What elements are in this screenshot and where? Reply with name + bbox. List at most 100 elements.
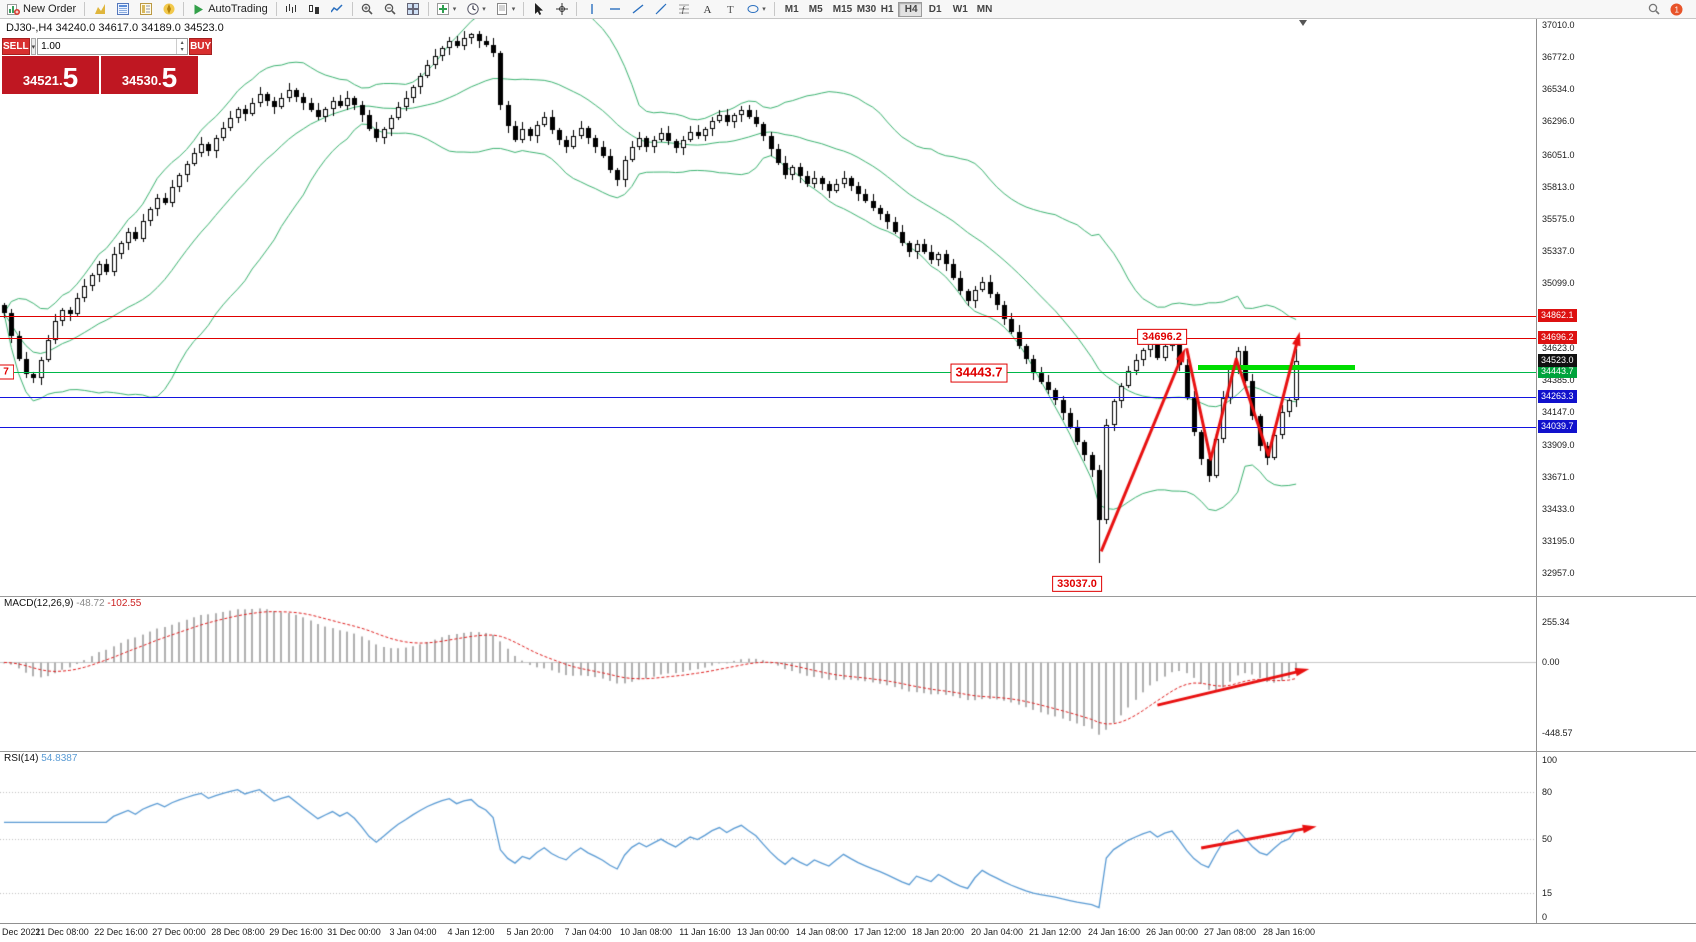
timeframe-m15-button[interactable]: M15 xyxy=(826,2,852,17)
sell-button[interactable]: SELL xyxy=(2,38,30,55)
resistance-line-34862-price-label: 34862.1 xyxy=(1538,309,1577,322)
price-tick-35813: 35813.0 xyxy=(1542,182,1575,192)
fibonacci-button[interactable]: f xyxy=(673,1,694,17)
rsi-tick-0: 0 xyxy=(1542,912,1548,922)
panel-splitter-macd[interactable] xyxy=(0,596,1696,597)
equidistant-channel-button[interactable] xyxy=(650,1,671,17)
horizontal-line-button[interactable] xyxy=(604,1,625,17)
buy-price-main: 34530. xyxy=(121,73,162,88)
time-label: 21 Dec 08:00 xyxy=(35,927,89,937)
zoom-in-button[interactable] xyxy=(357,1,378,17)
cursor-button[interactable] xyxy=(528,1,549,17)
macd-indicator-canvas[interactable] xyxy=(0,596,1536,751)
search-button[interactable] xyxy=(1643,1,1664,17)
panel-splitter-rsi[interactable] xyxy=(0,751,1696,752)
one-click-trading-panel: SELL ▾ ▴▾ BUY 34521.5 34530.5 xyxy=(2,38,213,94)
data-window-button[interactable] xyxy=(135,1,156,17)
timeframe-h1-button[interactable]: H1 xyxy=(874,2,898,17)
annotation-33037[interactable]: 33037.0 xyxy=(1052,575,1102,593)
macd-value-signal: -102.55 xyxy=(107,598,142,609)
resistance-line-34862[interactable] xyxy=(0,316,1536,317)
support-line-34443[interactable] xyxy=(0,372,1536,373)
templates-button[interactable]: ▾ xyxy=(492,1,520,17)
time-label: 31 Dec 00:00 xyxy=(327,927,381,937)
price-tick-33433: 33433.0 xyxy=(1542,504,1575,514)
time-label: Dec 2021 xyxy=(2,927,41,937)
dropdown-arrow-icon: ▾ xyxy=(31,43,36,51)
autotrading-button[interactable]: AutoTrading xyxy=(188,1,272,17)
volume-input[interactable] xyxy=(38,39,177,54)
annotation-34443[interactable]: 34443.7 xyxy=(950,363,1008,383)
new-order-button[interactable]: New Order xyxy=(3,1,80,17)
trade-panel-controls: SELL ▾ ▴▾ BUY xyxy=(2,38,213,55)
new-chart-button[interactable]: ▾ xyxy=(433,1,461,17)
volume-field: ▴▾ xyxy=(37,38,189,55)
tile-windows-button[interactable] xyxy=(403,1,424,17)
time-label: 29 Dec 16:00 xyxy=(269,927,323,937)
crosshair-icon xyxy=(555,3,568,16)
timeframe-h4-button[interactable]: H4 xyxy=(897,1,922,17)
time-label: 20 Jan 04:00 xyxy=(970,927,1024,937)
support-line-34263[interactable] xyxy=(0,397,1536,398)
sell-price[interactable]: 34521. 5 xyxy=(2,56,99,94)
annotation-34696[interactable]: 34696.2 xyxy=(1137,328,1187,346)
annotation-left-partial[interactable]: 7 xyxy=(0,364,14,380)
volume-spinner[interactable]: ▴ ▾ xyxy=(176,39,187,54)
price-tick-34147: 34147.0 xyxy=(1542,407,1575,417)
time-label: 3 Jan 04:00 xyxy=(389,927,437,937)
volume-dropdown-button[interactable]: ▾ xyxy=(30,38,37,55)
rsi-indicator-canvas[interactable] xyxy=(0,751,1536,923)
template-icon xyxy=(496,3,509,16)
support-line-34039[interactable] xyxy=(0,427,1536,428)
bar-chart-mode-button[interactable] xyxy=(281,1,302,17)
timeframe-m1-button[interactable]: M1 xyxy=(778,2,802,17)
resistance-line-34696[interactable] xyxy=(0,338,1536,339)
time-label: 27 Jan 08:00 xyxy=(1203,927,1257,937)
candle-chart-mode-button[interactable] xyxy=(304,1,325,17)
chart-icon xyxy=(93,3,106,16)
shapes-button[interactable]: ▾ xyxy=(742,1,770,17)
crosshair-button[interactable] xyxy=(551,1,572,17)
price-tick-36051: 36051.0 xyxy=(1542,150,1575,160)
buy-button[interactable]: BUY xyxy=(189,38,213,55)
timeframe-mn-button[interactable]: MN xyxy=(970,2,994,17)
shapes-icon xyxy=(746,3,759,16)
market-watch-icon xyxy=(116,3,129,16)
timeframe-m30-button[interactable]: M30 xyxy=(850,2,876,17)
timeframe-w1-button[interactable]: W1 xyxy=(946,2,970,17)
new-order-label: New Order xyxy=(23,3,77,15)
sell-price-main: 34521. xyxy=(22,73,63,88)
navigator-button[interactable] xyxy=(158,1,179,17)
text-label-button[interactable]: T xyxy=(719,1,740,17)
price-axis[interactable]: 37010.0 36772.0 36534.0 36296.0 36051.0 35813… xyxy=(1536,18,1696,923)
community-button[interactable]: 1 xyxy=(1666,1,1691,17)
chart-shift-marker[interactable] xyxy=(1299,20,1307,26)
charts-button[interactable] xyxy=(89,1,110,17)
support-line-34039-price-label: 34039.7 xyxy=(1538,420,1577,433)
price-tick-36772: 36772.0 xyxy=(1542,52,1575,62)
macd-name: MACD(12,26,9) xyxy=(4,598,74,609)
line-chart-mode-button[interactable] xyxy=(327,1,348,17)
price-tick-33671: 33671.0 xyxy=(1542,472,1575,482)
timeframe-m5-button[interactable]: M5 xyxy=(802,2,826,17)
support-zone-bar[interactable] xyxy=(1198,365,1355,370)
dropdown-arrow-icon: ▾ xyxy=(511,6,516,13)
svg-text:1: 1 xyxy=(1675,5,1680,14)
macd-indicator-label: MACD(12,26,9) -48.72 -102.55 xyxy=(4,598,141,609)
time-label: 18 Jan 20:00 xyxy=(911,927,965,937)
buy-price[interactable]: 34530. 5 xyxy=(101,56,198,94)
timeframe-d1-button[interactable]: D1 xyxy=(922,2,946,17)
text-button[interactable]: A xyxy=(696,1,717,17)
time-axis[interactable]: Dec 2021 21 Dec 08:00 22 Dec 16:00 27 Dec 0… xyxy=(0,923,1696,942)
price-tick-34623: 34623.0 xyxy=(1542,343,1575,353)
price-tick-33909: 33909.0 xyxy=(1542,440,1575,450)
main-chart-canvas[interactable] xyxy=(0,18,1536,596)
trendline-button[interactable] xyxy=(627,1,648,17)
periods-button[interactable]: ▾ xyxy=(462,1,490,17)
zoom-out-button[interactable] xyxy=(380,1,401,17)
trade-panel-prices: 34521. 5 34530. 5 xyxy=(2,56,200,94)
vertical-line-button[interactable] xyxy=(581,1,602,17)
dropdown-arrow-icon: ▾ xyxy=(482,6,486,13)
clock-icon xyxy=(466,3,479,16)
market-watch-button[interactable] xyxy=(112,1,133,17)
